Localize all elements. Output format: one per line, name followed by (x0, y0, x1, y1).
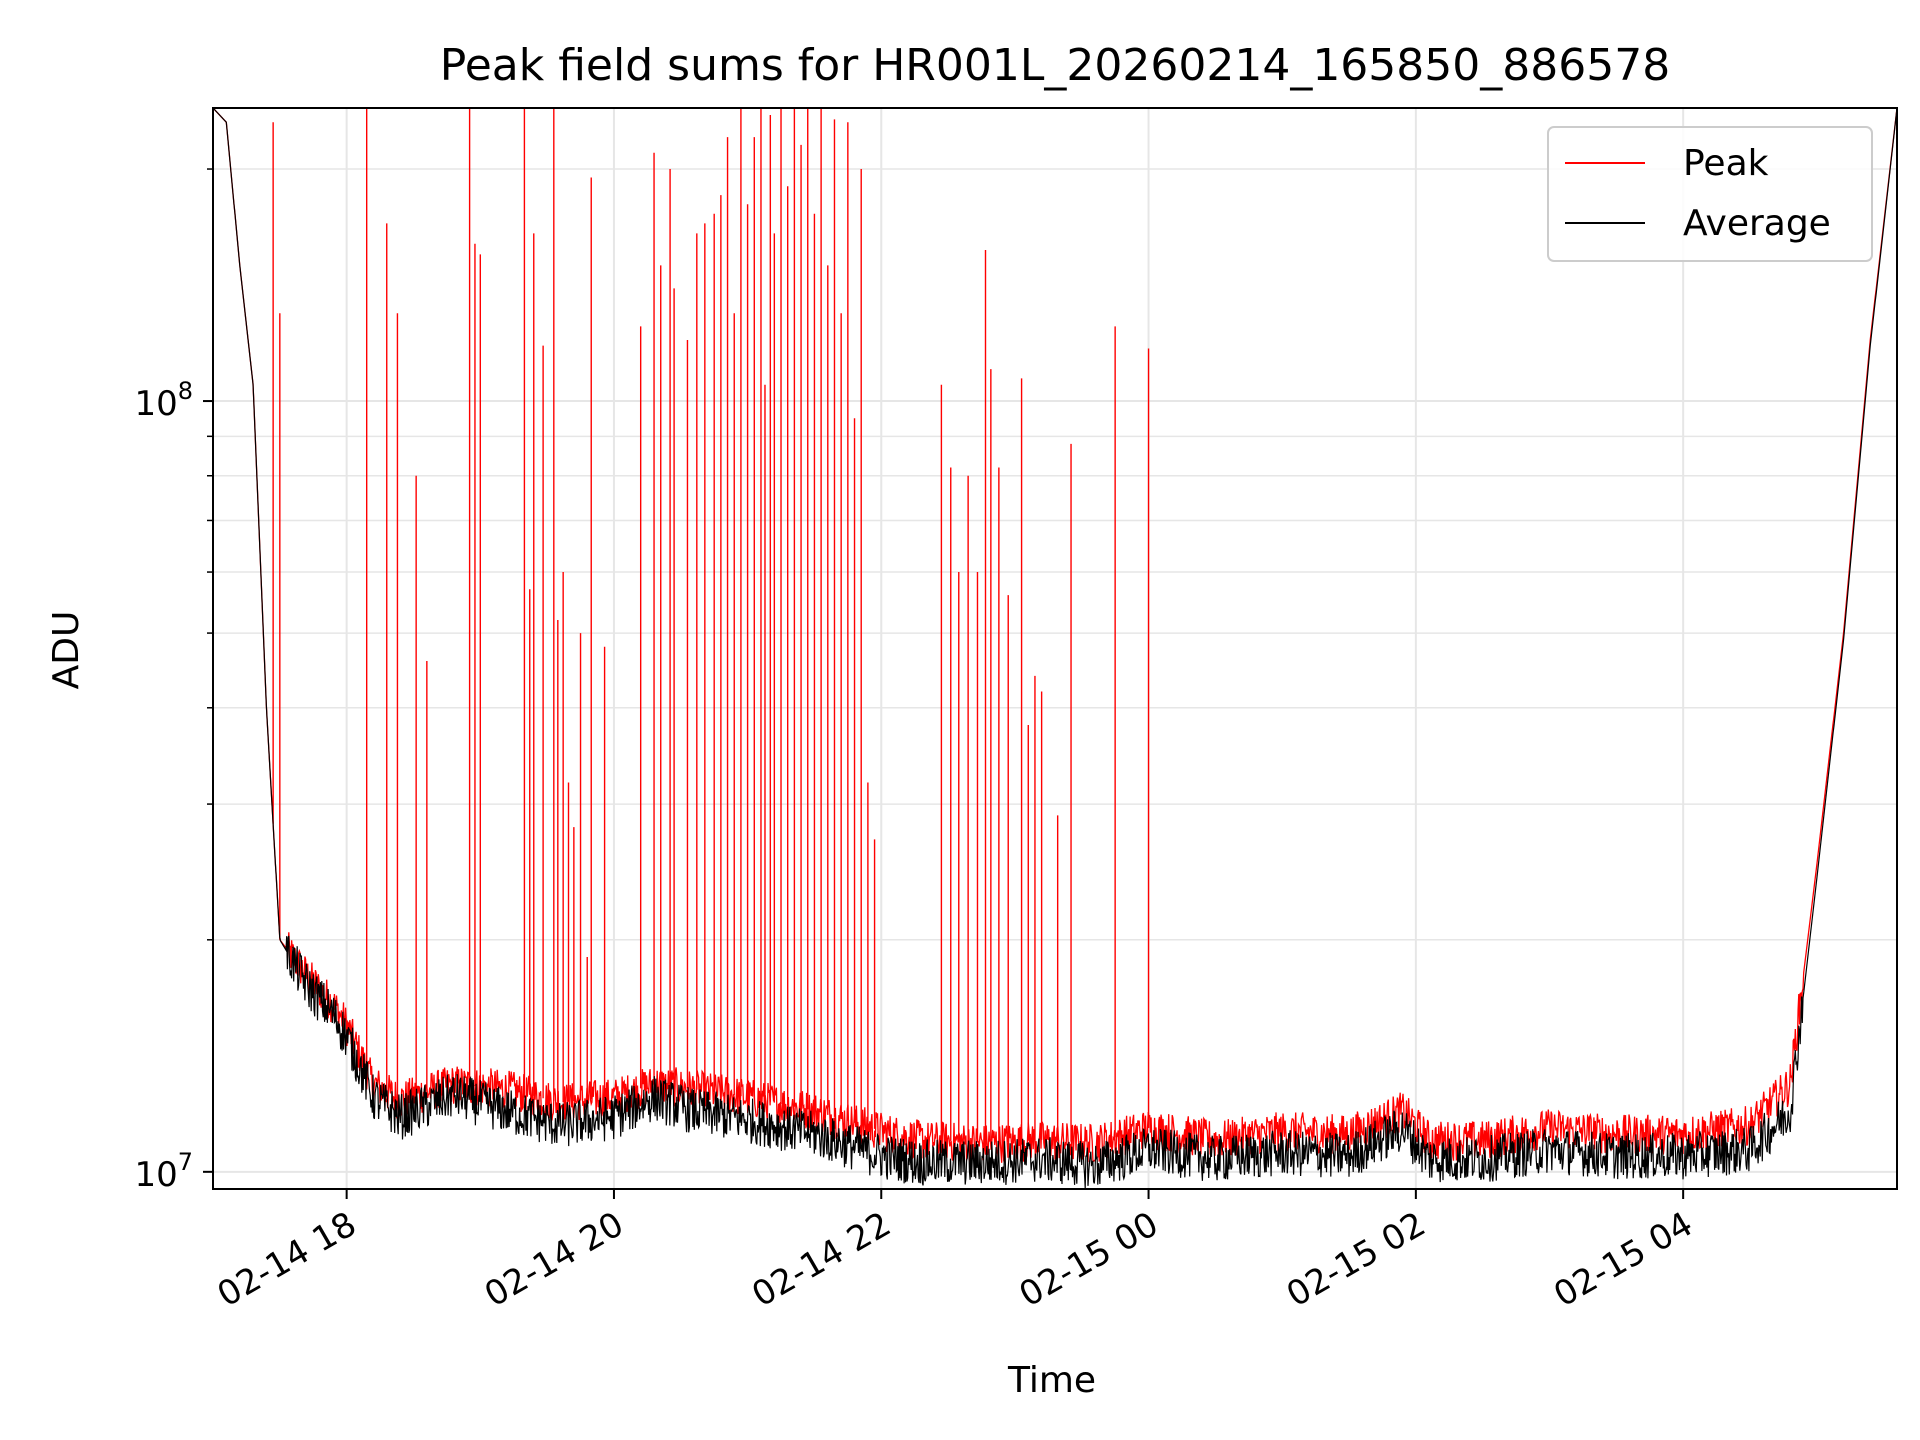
x-tick-label: 02-15 00 (1013, 1204, 1165, 1315)
y-tick-label: 108 (134, 377, 193, 424)
x-tick-label: 02-14 22 (745, 1204, 897, 1315)
legend-label-peak: Peak (1683, 143, 1769, 184)
legend: Peak Average (1547, 126, 1873, 262)
y-axis-label: ADU (46, 611, 87, 690)
chart-title: Peak field sums for HR001L_20260214_1658… (440, 40, 1671, 91)
series-layer (212, 107, 1898, 1189)
x-tick-label: 02-14 20 (478, 1204, 630, 1315)
x-axis-label: Time (1007, 1360, 1096, 1401)
x-tick-label: 02-15 04 (1547, 1204, 1699, 1315)
x-tick-label: 02-14 18 (211, 1204, 363, 1315)
y-tick-label: 107 (134, 1148, 193, 1195)
x-tick-label: 02-15 02 (1280, 1204, 1432, 1315)
series-line-peak (212, 107, 1898, 1163)
series-line-average (212, 107, 1898, 1189)
grid-lines (213, 108, 1897, 1189)
legend-box (1547, 126, 1873, 262)
legend-label-average: Average (1683, 203, 1831, 244)
plot-frame (212, 107, 1898, 1190)
axis-ticks: 02-14 18 02-14 20 02-14 22 02-15 00 02-15 02… (134, 168, 1700, 1315)
